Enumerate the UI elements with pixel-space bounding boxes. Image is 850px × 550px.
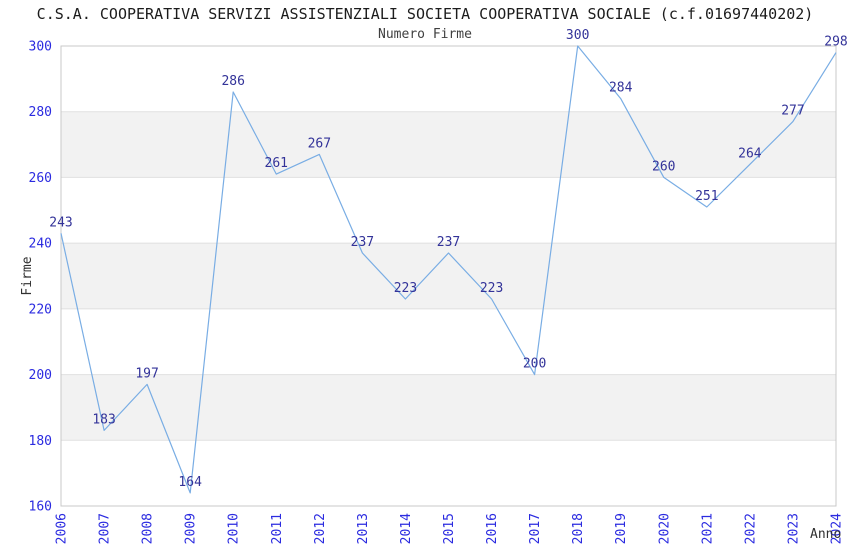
x-tick-label: 2021 bbox=[700, 513, 715, 544]
data-point-label: 260 bbox=[652, 159, 675, 174]
data-point-label: 164 bbox=[178, 475, 202, 490]
data-point-label: 284 bbox=[609, 81, 633, 96]
data-point-label: 264 bbox=[738, 146, 762, 161]
data-point-label: 200 bbox=[523, 357, 546, 372]
chart-title: C.S.A. COOPERATIVA SERVIZI ASSISTENZIALI… bbox=[36, 5, 814, 23]
data-point-label: 298 bbox=[824, 35, 847, 50]
data-point-label: 197 bbox=[135, 366, 158, 381]
x-tick-label: 2017 bbox=[528, 513, 543, 544]
x-tick-label: 2009 bbox=[184, 513, 199, 544]
data-point-label: 286 bbox=[221, 74, 244, 89]
data-point-label: 237 bbox=[351, 235, 374, 250]
y-tick-label: 200 bbox=[29, 368, 52, 383]
data-point-label: 243 bbox=[49, 215, 72, 230]
data-point-label: 237 bbox=[437, 235, 460, 250]
plot-band bbox=[61, 374, 836, 441]
data-point-label: 183 bbox=[92, 412, 115, 427]
y-tick-label: 220 bbox=[29, 302, 52, 317]
x-tick-label: 2007 bbox=[98, 513, 113, 544]
y-tick-label: 300 bbox=[29, 40, 52, 55]
x-tick-label: 2019 bbox=[614, 513, 629, 544]
data-point-label: 223 bbox=[394, 281, 417, 296]
data-point-label: 261 bbox=[265, 156, 288, 171]
x-tick-label: 2012 bbox=[313, 513, 328, 544]
x-tick-label: 2010 bbox=[227, 513, 242, 544]
data-point-label: 223 bbox=[480, 281, 503, 296]
y-tick-label: 260 bbox=[29, 171, 52, 186]
y-tick-label: 160 bbox=[29, 500, 52, 515]
data-point-label: 277 bbox=[781, 104, 804, 119]
x-tick-label: 2008 bbox=[141, 513, 156, 544]
x-axis-title: Anno bbox=[810, 527, 841, 542]
data-point-label: 300 bbox=[566, 28, 589, 43]
y-tick-label: 240 bbox=[29, 237, 52, 252]
chart-subtitle: Numero Firme bbox=[378, 27, 472, 42]
x-tick-label: 2013 bbox=[356, 513, 371, 544]
y-axis-title: Firme bbox=[20, 256, 35, 295]
x-tick-label: 2023 bbox=[786, 513, 801, 544]
y-tick-label: 180 bbox=[29, 434, 52, 449]
data-point-label: 267 bbox=[308, 136, 331, 151]
data-line bbox=[60, 45, 837, 494]
x-tick-label: 2011 bbox=[270, 513, 285, 544]
x-tick-label: 2022 bbox=[743, 513, 758, 544]
x-tick-label: 2018 bbox=[571, 513, 586, 544]
y-tick-label: 280 bbox=[29, 105, 52, 120]
x-tick-label: 2016 bbox=[485, 513, 500, 544]
x-tick-label: 2020 bbox=[657, 513, 672, 544]
x-tick-label: 2015 bbox=[442, 513, 457, 544]
plot-band bbox=[61, 243, 836, 309]
x-tick-label: 2014 bbox=[399, 513, 414, 544]
data-point-label: 251 bbox=[695, 189, 718, 204]
plot-band bbox=[61, 111, 836, 178]
plot-border bbox=[60, 45, 837, 507]
x-tick-label: 2024 bbox=[830, 513, 845, 544]
x-tick-label: 2006 bbox=[55, 513, 70, 544]
